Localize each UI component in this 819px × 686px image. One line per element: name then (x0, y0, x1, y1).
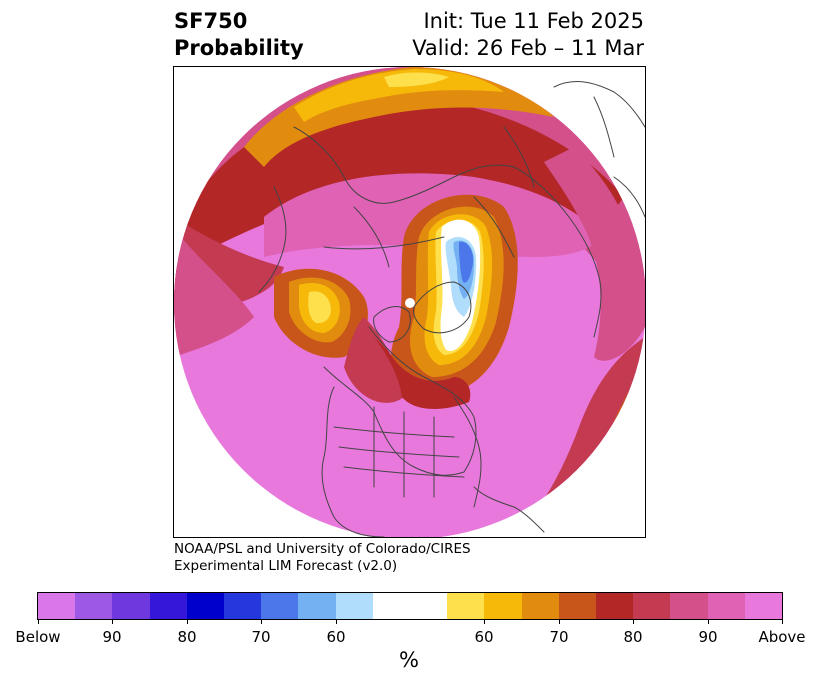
colorbar-tick-label: 60 (326, 628, 346, 646)
credit-line-1: NOAA/PSL and University of Colorado/CIRE… (174, 541, 471, 557)
colorbar-swatch (38, 593, 76, 619)
eurasia-borders (323, 96, 645, 268)
colorbar-swatch (298, 593, 336, 619)
gulf-coast (473, 486, 545, 533)
colorbar-swatch (521, 593, 559, 619)
product-title: Probability (174, 36, 304, 60)
colorbar-tick-label: 90 (698, 628, 718, 646)
colorbar-swatch (707, 593, 745, 619)
probability-field (174, 67, 645, 537)
colorbar-tick-mark (559, 619, 560, 624)
political-borders (333, 406, 465, 498)
field-east-red (514, 337, 645, 537)
valid-date: Valid: 26 Feb – 11 Mar (412, 36, 644, 60)
field-canada-darkred (374, 337, 471, 409)
colorbar-tick-mark (336, 619, 337, 624)
date-block: Init: Tue 11 Feb 2025 Valid: 26 Feb – 11… (412, 8, 644, 62)
colorbar-tick-label: Above (758, 628, 806, 646)
field-top-lightyellow (384, 72, 449, 87)
probability-map-svg (174, 67, 645, 537)
colorbar-swatch (224, 593, 262, 619)
colorbar-swatch (596, 593, 634, 619)
colorbar-swatch (633, 593, 671, 619)
colorbar-swatch (112, 593, 150, 619)
colorbar-tick-mark (782, 619, 783, 624)
field-west-lightyellow (308, 291, 331, 324)
colorbar-swatch (149, 593, 187, 619)
coastlines (258, 81, 645, 537)
colorbar-tick-label: Below (15, 628, 61, 646)
colorbar (37, 592, 783, 620)
colorbar-swatch (447, 593, 485, 619)
colorbar-swatch (335, 593, 373, 619)
colorbar-tick-mark (633, 619, 634, 624)
colorbar-swatch (744, 593, 783, 619)
siberia-coast (453, 164, 570, 218)
east-coast (453, 396, 482, 508)
colorbar-tick-mark (187, 619, 188, 624)
field-left-pink (174, 227, 254, 357)
colorbar-tick-label: 60 (474, 628, 494, 646)
field-top-yellow (294, 69, 504, 122)
colorbar-swatch (670, 593, 708, 619)
colorbar-swatch (372, 593, 411, 619)
colorbar-tick-mark (38, 619, 39, 624)
field-pole-neutral (405, 298, 415, 308)
init-date: Init: Tue 11 Feb 2025 (423, 9, 644, 33)
colorbar-tick-mark (708, 619, 709, 624)
variable-title: SF750 (174, 9, 248, 33)
northeast-coast (553, 81, 645, 128)
colorbar-tick-mark (112, 619, 113, 624)
colorbar-tick-mark (261, 619, 262, 624)
forecast-map (173, 66, 646, 538)
colorbar-swatch (484, 593, 522, 619)
west-coast (321, 386, 385, 537)
colorbar-unit: % (399, 648, 419, 672)
colorbar-swatch (410, 593, 448, 619)
field-east-lightyellow (611, 432, 645, 537)
greenland-coast (413, 281, 472, 334)
title-block: SF750 Probability (174, 8, 304, 62)
field-top-orange (244, 67, 554, 167)
asia-coast (293, 126, 455, 204)
credit-line-2: Experimental LIM Forecast (v2.0) (174, 558, 398, 574)
field-canada-red (344, 317, 404, 403)
europe-coast (568, 216, 602, 338)
colorbar-tick-label: 90 (102, 628, 122, 646)
colorbar-swatch (186, 593, 225, 619)
arctic-island-coast (373, 306, 411, 343)
credit-block: NOAA/PSL and University of Colorado/CIRE… (174, 541, 471, 575)
colorbar-swatch (558, 593, 597, 619)
field-east-pink (544, 147, 645, 361)
colorbar-tick-label: 80 (623, 628, 643, 646)
colorbar-tick-mark (484, 619, 485, 624)
field-below-65 (459, 241, 474, 283)
colorbar-tick-label: 70 (251, 628, 271, 646)
colorbar-tick-label: 70 (549, 628, 569, 646)
colorbar-swatch (75, 593, 113, 619)
colorbar-swatch (261, 593, 299, 619)
colorbar-tick-label: 80 (177, 628, 197, 646)
kamchatka-coast (258, 186, 287, 293)
